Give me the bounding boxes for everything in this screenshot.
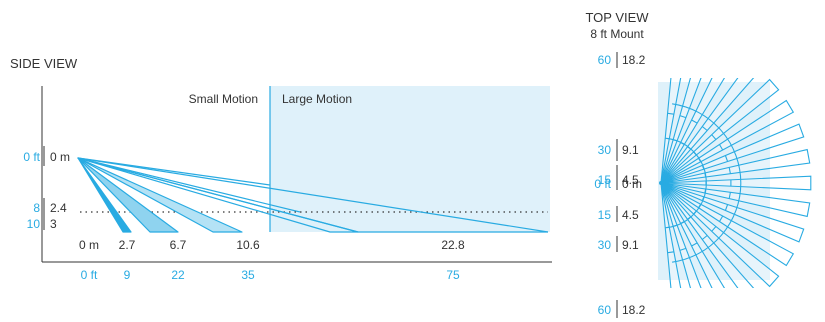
dist-m-0: 0 m xyxy=(79,238,99,252)
beam-3 xyxy=(77,157,243,233)
coverage-arc xyxy=(667,137,707,229)
fan-zone-segment xyxy=(667,112,674,115)
height-ft-2: 10 xyxy=(27,217,41,231)
dist-ft-1: 9 xyxy=(124,268,131,282)
scale-m-0: 18.2 xyxy=(622,53,646,67)
large-motion-label: Large Motion xyxy=(282,92,352,106)
dist-ft-3: 35 xyxy=(241,268,255,282)
scale-m-5: 9.1 xyxy=(622,238,639,252)
scale-m-6: 18.2 xyxy=(622,303,646,317)
coverage-arc xyxy=(672,103,742,263)
fan-zone xyxy=(660,182,755,288)
fan-zone-segment xyxy=(711,134,717,140)
beam-top xyxy=(77,157,271,186)
sensor-origin xyxy=(659,181,663,185)
scale-ft-6: 60 xyxy=(598,303,612,317)
beam-2 xyxy=(77,157,179,233)
fan-zone xyxy=(660,78,682,184)
fan-zone xyxy=(660,148,811,184)
fan-zone xyxy=(660,182,702,288)
large-motion-zone xyxy=(270,86,550,232)
scale-ft-2: 15 xyxy=(598,173,612,187)
scale-ft-0: 60 xyxy=(598,53,612,67)
fan-zone-segment xyxy=(679,247,687,251)
fan-zone-segment xyxy=(724,155,729,162)
top-view-subtitle: 8 ft Mount xyxy=(590,27,644,41)
dist-ft-2: 22 xyxy=(171,268,185,282)
scale-ft-3: 0 ft xyxy=(594,177,611,191)
fan-zone-segment xyxy=(719,144,724,151)
fan-zone xyxy=(660,99,795,184)
height-m-2: 3 xyxy=(50,217,57,231)
top-view-scale: 60 18.2 30 9.1 15 4.5 0 ft 0 m 15 4.5 30… xyxy=(594,52,646,318)
side-view-title: SIDE VIEW xyxy=(10,56,78,71)
dist-m-2: 6.7 xyxy=(170,238,187,252)
scale-ft-1: 30 xyxy=(598,143,612,157)
fan-zone-segment xyxy=(701,126,708,131)
height-ft-1: 8 xyxy=(33,201,40,215)
dist-ft-0: 0 ft xyxy=(81,268,98,282)
fan-zone-segment xyxy=(724,204,729,211)
fan-zone xyxy=(660,175,812,191)
top-view-fan xyxy=(660,78,812,288)
fan-zone xyxy=(660,182,682,288)
fan-zone xyxy=(660,78,726,184)
fan-zone-segment xyxy=(679,115,687,119)
fan-zone-segment xyxy=(719,215,724,222)
fan-zone-segment xyxy=(711,226,717,232)
fan-zone xyxy=(660,182,726,288)
height-m-1: 2.4 xyxy=(50,201,67,215)
fan-zone xyxy=(660,123,805,184)
fan-zone xyxy=(660,182,805,243)
fan-zone xyxy=(660,182,795,267)
top-view-title: TOP VIEW xyxy=(585,10,649,25)
fan-zone-segment xyxy=(728,192,731,199)
scale-ft-5: 30 xyxy=(598,238,612,252)
fan-zone xyxy=(660,78,702,184)
fan-zone-segment xyxy=(691,119,698,124)
scale-m-3: 0 m xyxy=(622,177,642,191)
dist-m-1: 2.7 xyxy=(119,238,136,252)
beam-6 xyxy=(77,157,549,233)
side-view-beams xyxy=(77,157,549,233)
scale-m-2: 4.5 xyxy=(622,173,639,187)
beam-near xyxy=(77,157,132,233)
beam-7 xyxy=(77,157,301,213)
fan-zone xyxy=(660,182,811,218)
fan-zone-segment xyxy=(701,235,708,240)
fan-zone-segment xyxy=(691,242,698,247)
height-m-0: 0 m xyxy=(50,150,70,164)
dist-ft-4: 75 xyxy=(446,268,460,282)
beam-5 xyxy=(77,157,548,233)
scale-m-1: 9.1 xyxy=(622,143,639,157)
fan-zone-segment xyxy=(728,167,731,174)
dist-m-3: 10.6 xyxy=(236,238,260,252)
fan-zone xyxy=(660,78,780,184)
fan-zone xyxy=(660,78,755,184)
fan-zone-segment xyxy=(667,251,674,254)
small-motion-label: Small Motion xyxy=(189,92,258,106)
scale-m-4: 4.5 xyxy=(622,208,639,222)
dist-m-4: 22.8 xyxy=(441,238,465,252)
fan-zone xyxy=(660,182,780,288)
height-ft-0: 0 ft xyxy=(23,150,40,164)
scale-ft-4: 15 xyxy=(598,208,612,222)
